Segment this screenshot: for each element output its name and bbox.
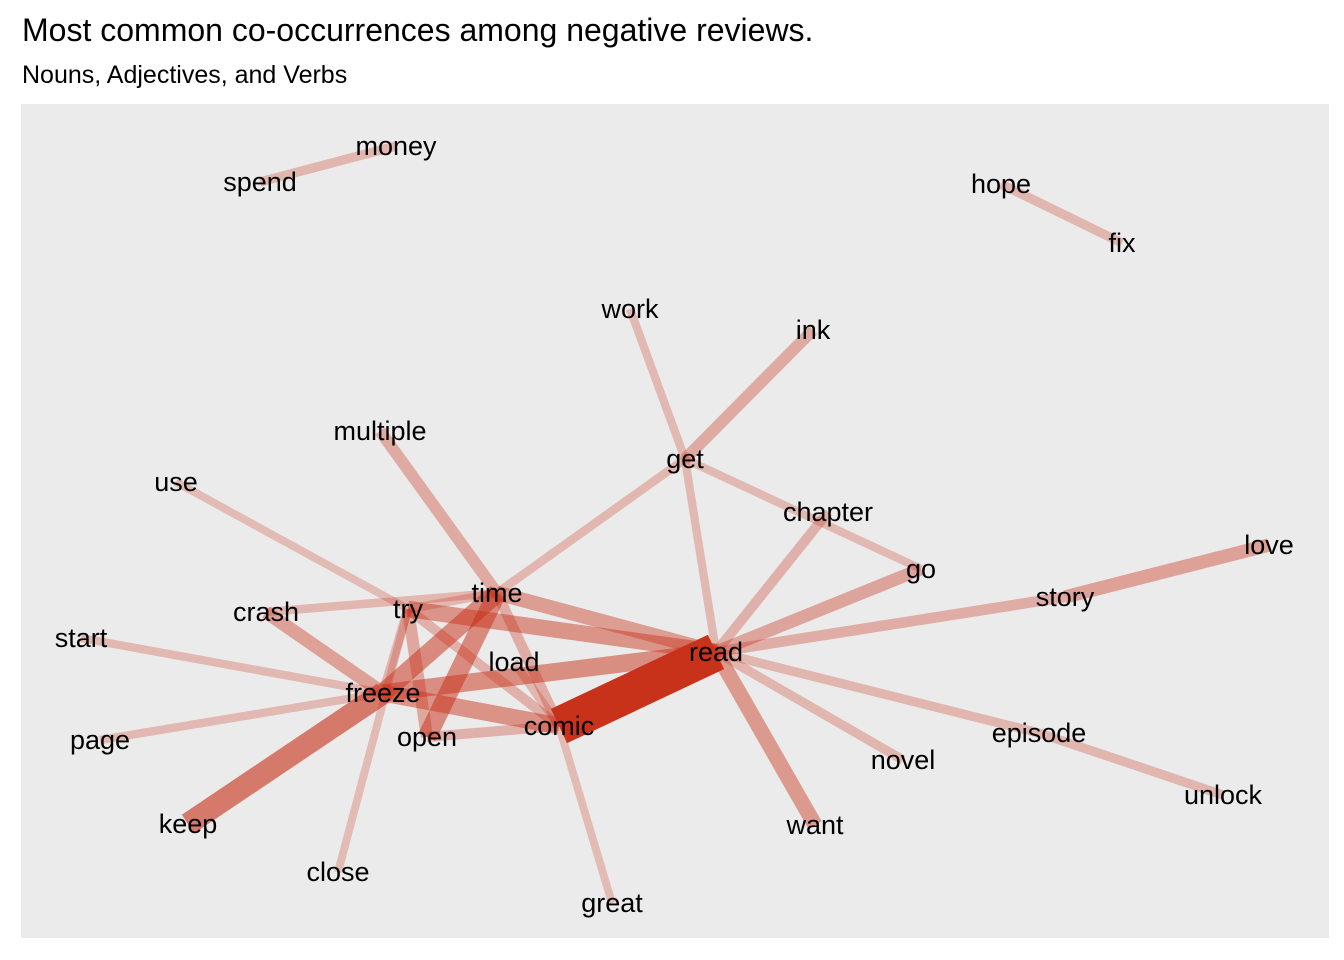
node-label-hope: hope bbox=[971, 169, 1031, 199]
edge-try-open bbox=[402, 608, 433, 738]
edge-spend-money bbox=[258, 141, 398, 187]
node-label-comic: comic bbox=[524, 711, 595, 741]
edge-try-freeze bbox=[378, 607, 413, 695]
node-label-story: story bbox=[1036, 582, 1095, 612]
edge-try-read bbox=[406, 600, 718, 661]
edge-work-get bbox=[626, 307, 689, 461]
edge-hope-fix bbox=[998, 179, 1125, 248]
node-label-love: love bbox=[1244, 530, 1294, 560]
node-label-multiple: multiple bbox=[333, 416, 426, 446]
edge-time-read bbox=[495, 585, 718, 660]
edge-multiple-time bbox=[375, 427, 502, 597]
edge-crash-time bbox=[265, 588, 498, 617]
edge-episode-unlock bbox=[1037, 728, 1225, 800]
node-label-fix: fix bbox=[1109, 228, 1137, 258]
node-label-start: start bbox=[55, 623, 108, 653]
edge-read-novel bbox=[713, 647, 906, 765]
node-label-spend: spend bbox=[223, 167, 297, 197]
node-label-get: get bbox=[666, 444, 704, 474]
node-label-ink: ink bbox=[796, 315, 831, 345]
edge-use-try bbox=[174, 478, 410, 613]
edge-story-love bbox=[1063, 538, 1271, 604]
edge-time-comic bbox=[492, 590, 564, 729]
node-label-try: try bbox=[393, 594, 423, 624]
node-label-close: close bbox=[306, 857, 369, 887]
node-label-chapter: chapter bbox=[783, 497, 873, 527]
chart-subtitle: Nouns, Adjectives, and Verbs bbox=[22, 61, 348, 89]
edge-time-open bbox=[418, 588, 506, 742]
node-label-time: time bbox=[471, 578, 522, 608]
edge-get-go bbox=[683, 455, 923, 573]
node-label-work: work bbox=[600, 294, 659, 324]
edge-get-read bbox=[680, 458, 721, 653]
node-label-freeze: freeze bbox=[345, 678, 420, 708]
edge-crash-freeze bbox=[262, 606, 387, 699]
edge-page-freeze bbox=[99, 688, 384, 745]
labels-layer: money spend hope fix work ink multiple get use ch… bbox=[55, 131, 1294, 918]
edge-read-want bbox=[709, 648, 822, 829]
node-label-money: money bbox=[355, 131, 437, 161]
node-label-load: load bbox=[488, 647, 539, 677]
node-label-great: great bbox=[581, 888, 643, 918]
edge-freeze-keep bbox=[181, 683, 390, 834]
edge-comic-read bbox=[550, 634, 725, 744]
edges-layer bbox=[80, 141, 1271, 905]
node-label-episode: episode bbox=[992, 718, 1087, 748]
edge-open-comic bbox=[426, 721, 560, 742]
edge-freeze-read bbox=[381, 643, 718, 702]
edge-time-get bbox=[494, 455, 688, 597]
edge-try-comic bbox=[404, 605, 563, 730]
edge-freeze-comic bbox=[381, 684, 561, 735]
edge-try-time bbox=[407, 588, 498, 614]
edge-try-close bbox=[334, 607, 412, 874]
edge-get-ink bbox=[680, 325, 818, 464]
node-label-novel: novel bbox=[871, 745, 936, 775]
node-label-want: want bbox=[785, 810, 844, 840]
edge-read-go bbox=[713, 563, 924, 658]
edge-time-freeze bbox=[376, 585, 504, 701]
edge-start-freeze bbox=[80, 633, 384, 698]
node-label-keep: keep bbox=[159, 809, 218, 839]
edge-comic-great bbox=[555, 724, 616, 905]
edge-read-episode bbox=[714, 647, 1041, 738]
node-label-open: open bbox=[397, 722, 457, 752]
node-label-page: page bbox=[70, 725, 130, 755]
node-label-go: go bbox=[906, 554, 936, 584]
node-label-unlock: unlock bbox=[1184, 780, 1263, 810]
node-label-use: use bbox=[154, 467, 198, 497]
edge-read-story bbox=[715, 591, 1066, 658]
node-label-read: read bbox=[689, 637, 743, 667]
node-label-crash: crash bbox=[233, 597, 299, 627]
edge-load-comic bbox=[510, 659, 563, 729]
chart-title: Most common co-occurrences among negativ… bbox=[22, 12, 814, 48]
edge-read-chapter bbox=[712, 508, 832, 656]
